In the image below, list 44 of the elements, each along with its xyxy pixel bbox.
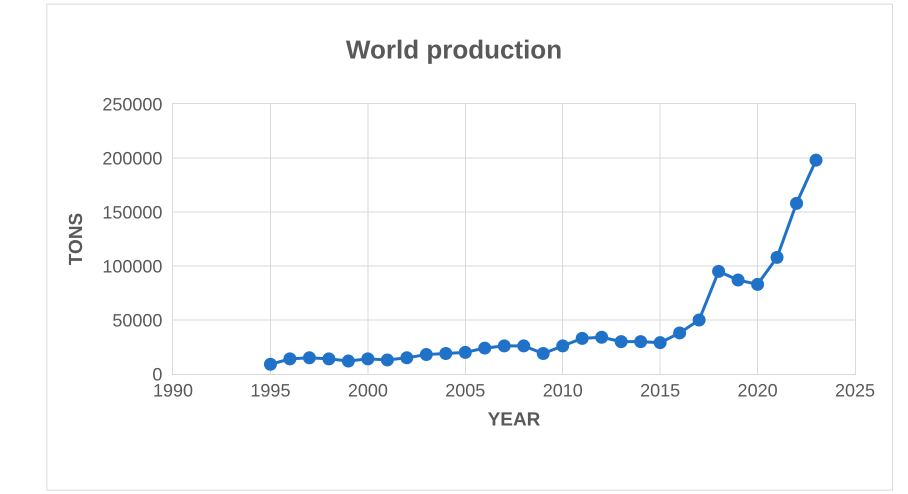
x-tick-label: 1995	[250, 380, 290, 401]
point	[614, 335, 628, 348]
point	[692, 314, 706, 326]
point	[400, 351, 414, 364]
point	[712, 264, 726, 278]
y-axis-title: TONS	[66, 212, 88, 266]
point	[810, 154, 823, 167]
point	[322, 352, 336, 366]
point	[380, 353, 394, 366]
point	[576, 332, 589, 345]
point	[517, 339, 530, 352]
point	[342, 354, 355, 368]
x-axis-title: YEAR	[488, 409, 541, 430]
y-tick-label: 150000	[102, 202, 162, 222]
point	[595, 330, 608, 344]
point	[420, 348, 433, 362]
point	[283, 352, 296, 366]
x-tick-label: 2010	[542, 380, 583, 401]
x-tick-label: 2015	[640, 380, 680, 401]
y-tick-label: 50000	[112, 310, 162, 330]
x-tick-label: 2000	[348, 380, 388, 401]
x-tick-label: 2005	[445, 380, 486, 401]
point	[302, 351, 316, 364]
point	[751, 278, 764, 291]
x-tick-label: 2025	[834, 380, 876, 401]
point	[556, 339, 570, 352]
point	[439, 346, 452, 360]
point	[361, 352, 374, 366]
point	[458, 346, 472, 359]
y-tick-label: 200000	[102, 148, 162, 168]
point	[264, 358, 277, 371]
point	[654, 336, 667, 350]
point	[770, 250, 784, 264]
y-tick-label: 250000	[102, 94, 162, 114]
point	[498, 339, 511, 352]
point	[536, 346, 550, 360]
point	[673, 326, 686, 340]
point	[634, 335, 648, 348]
chart-title: World production	[346, 34, 562, 64]
point	[478, 342, 492, 355]
point	[732, 274, 745, 287]
x-tick-label: 2020	[738, 380, 778, 401]
point	[790, 196, 804, 210]
y-tick-label: 100000	[102, 256, 162, 276]
